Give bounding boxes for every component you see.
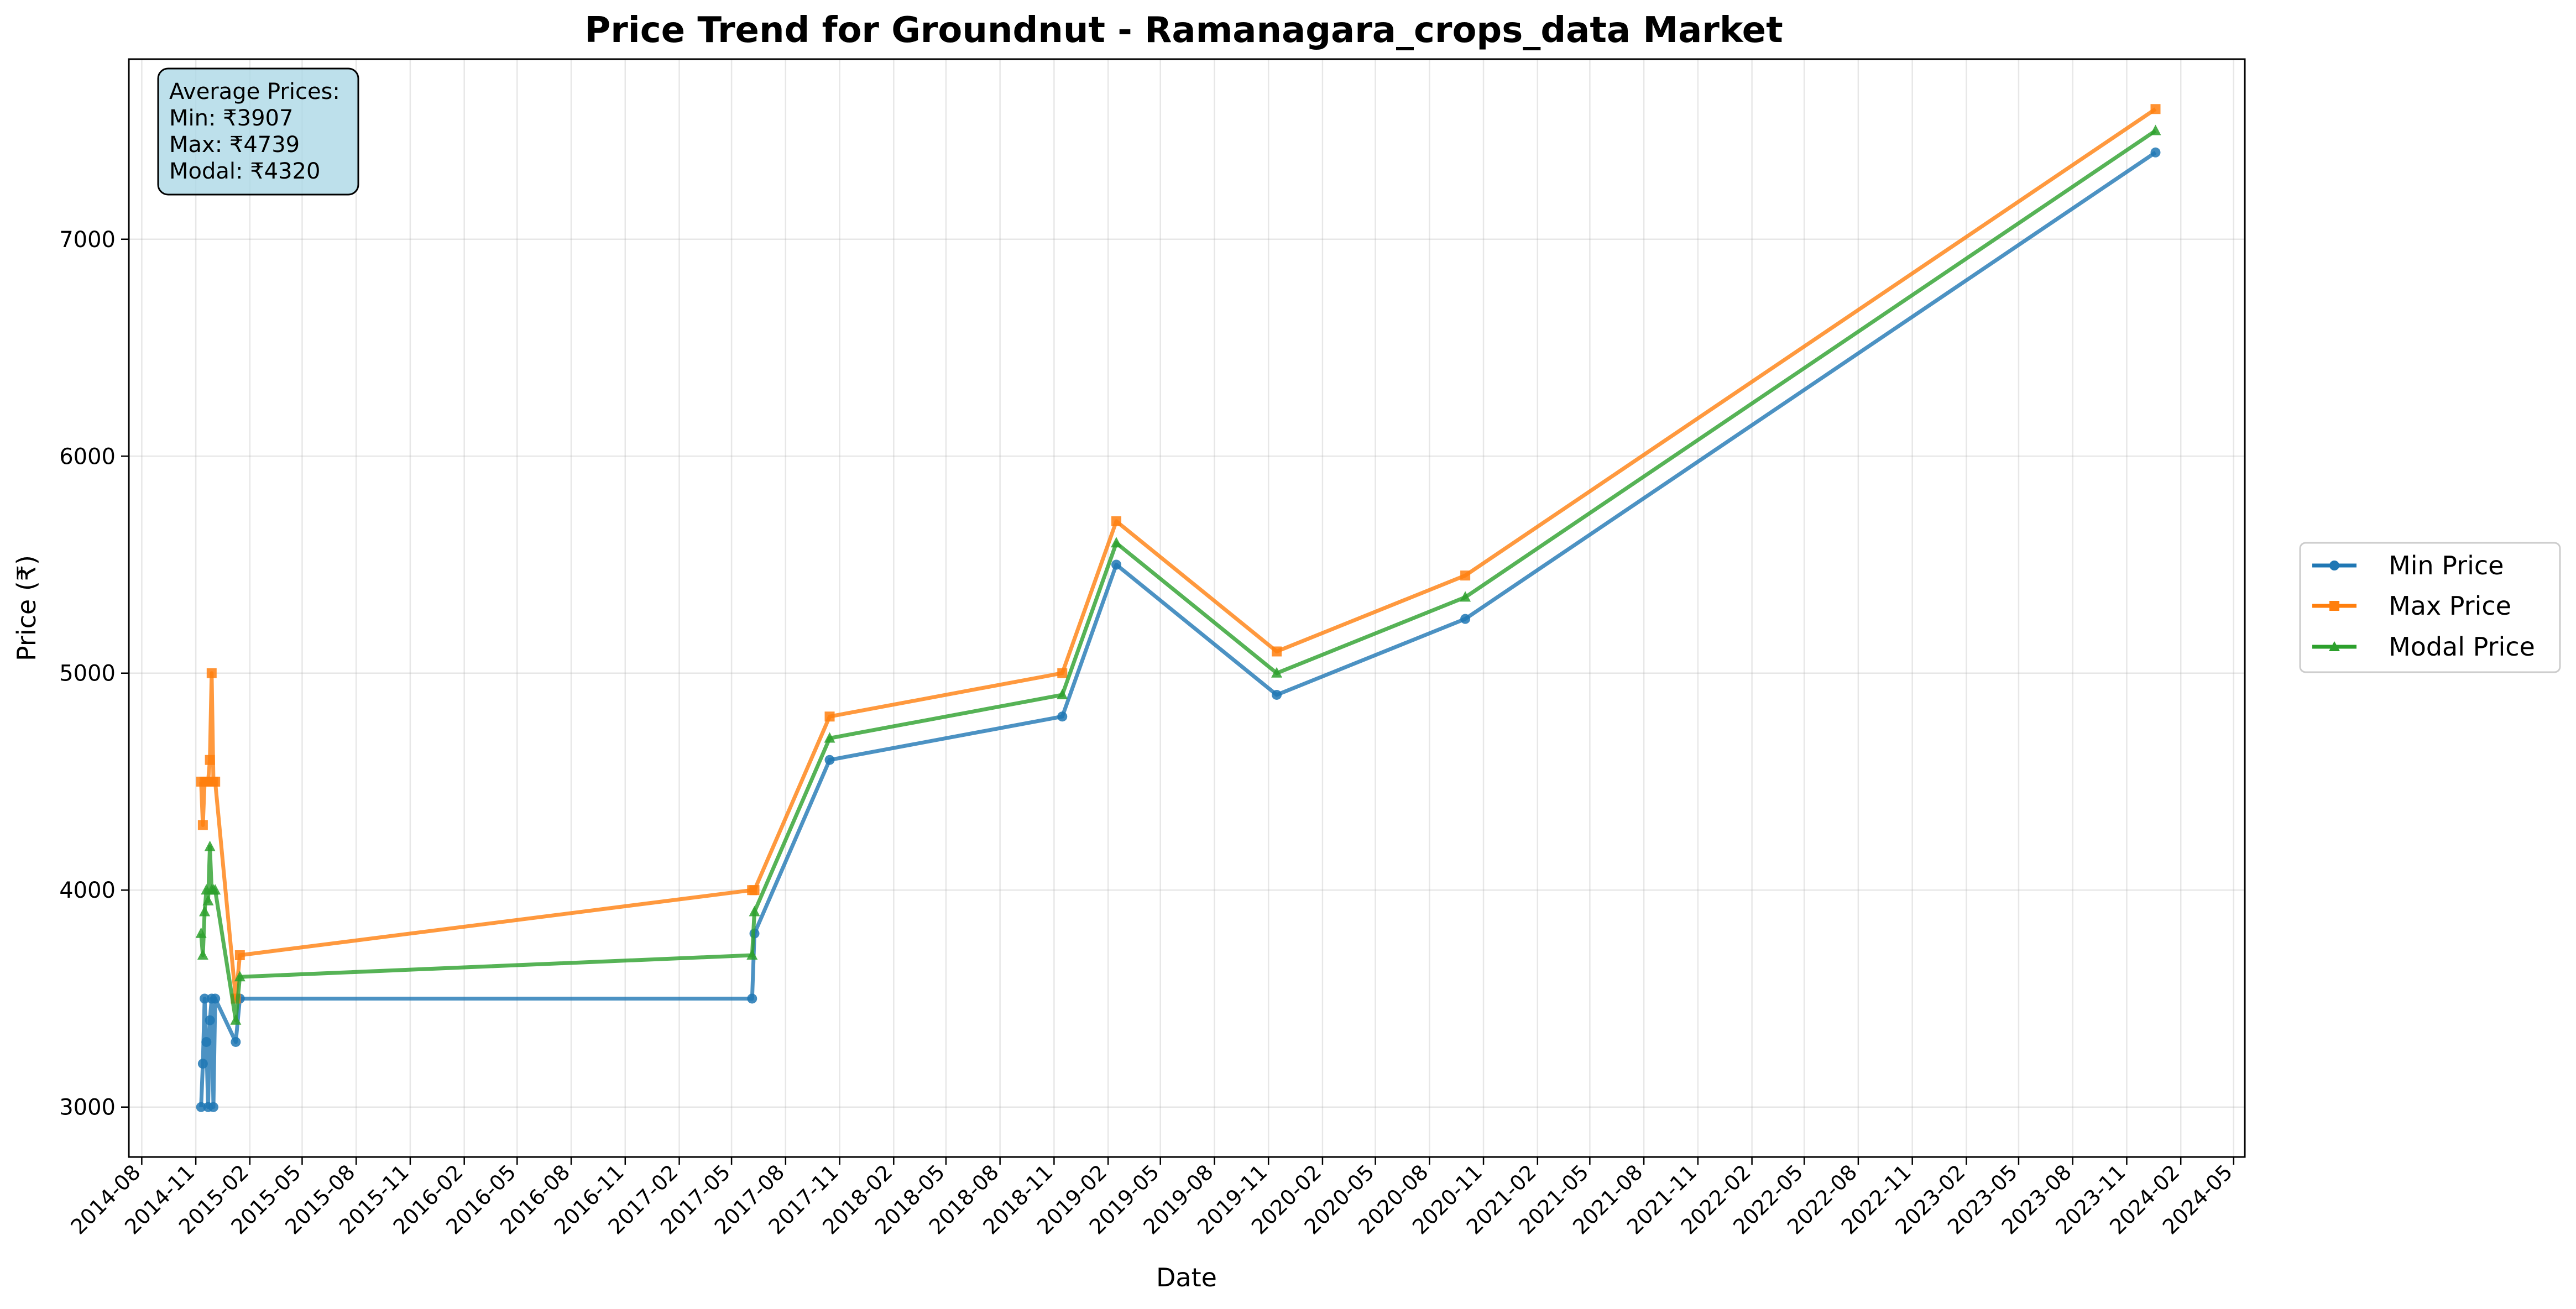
y-tick-label: 7000 <box>59 227 116 253</box>
data-point-max-price <box>205 755 215 765</box>
data-point-max-price <box>1111 516 1122 527</box>
data-point-min-price <box>196 1102 206 1112</box>
data-point-modal-price <box>824 732 835 743</box>
data-point-min-price <box>1057 711 1068 722</box>
series-layer <box>195 104 2161 1112</box>
data-point-min-price <box>1460 614 1471 624</box>
annotation-line: Average Prices: <box>169 79 340 104</box>
data-point-max-price <box>749 885 760 896</box>
data-point-max-price <box>2150 104 2161 114</box>
series-min-price <box>196 147 2161 1112</box>
chart-title: Price Trend for Groundnut - Ramanagara_c… <box>584 10 1783 51</box>
data-point-min-price <box>201 1036 212 1047</box>
y-tick-label: 5000 <box>59 661 116 687</box>
data-point-modal-price <box>230 1014 242 1025</box>
plot-frame <box>128 58 2246 1158</box>
data-point-modal-price <box>210 884 221 895</box>
legend-label: Modal Price <box>2389 632 2535 662</box>
data-point-modal-price <box>1057 688 1068 699</box>
data-point-max-price <box>824 711 835 722</box>
legend-item-max-price: Max Price <box>2312 591 2511 621</box>
data-point-min-price <box>205 1015 215 1025</box>
annotation-box <box>157 67 359 196</box>
data-point-min-price <box>747 993 757 1004</box>
data-point-max-price <box>1460 570 1471 581</box>
data-point-min-price <box>231 1036 241 1047</box>
data-point-modal-price <box>197 949 208 960</box>
y-tick-label: 6000 <box>59 444 116 469</box>
legend-frame <box>2299 542 2561 673</box>
data-point-modal-price <box>746 949 758 960</box>
legend-marker-circle <box>2329 561 2339 570</box>
legend-label: Max Price <box>2389 591 2511 621</box>
data-point-max-price <box>210 776 221 787</box>
legend: Min Price Max Price Modal Price <box>2299 542 2561 673</box>
grid-lines <box>129 59 2245 1157</box>
data-point-modal-price <box>1460 591 1471 602</box>
data-point-modal-price <box>199 905 211 917</box>
data-point-modal-price <box>1271 667 1283 678</box>
data-point-max-price <box>234 950 245 960</box>
data-point-modal-price <box>234 971 245 982</box>
data-point-min-price <box>2150 147 2161 158</box>
legend-marker-square <box>2329 601 2339 611</box>
data-point-modal-price <box>1111 537 1122 548</box>
data-point-max-price <box>1057 668 1068 678</box>
data-point-max-price <box>197 820 208 830</box>
data-point-min-price <box>197 1059 208 1069</box>
data-point-max-price <box>206 668 217 678</box>
data-point-min-price <box>208 1102 218 1112</box>
data-point-modal-price <box>2150 124 2161 135</box>
data-point-min-price <box>1111 559 1122 570</box>
legend-item-modal-price: Modal Price <box>2312 632 2535 662</box>
data-point-min-price <box>210 993 221 1004</box>
data-point-modal-price <box>195 927 207 938</box>
data-point-modal-price <box>749 905 760 917</box>
data-point-min-price <box>824 755 835 765</box>
y-axis-label: Price (₹) <box>12 555 41 661</box>
average-prices-annotation: Average Prices: Min: ₹3907 Max: ₹4739 Mo… <box>157 67 359 196</box>
x-axis-label: Date <box>1156 1263 1217 1292</box>
series-modal-price <box>195 124 2161 1025</box>
annotation-line: Modal: ₹4320 <box>169 159 320 184</box>
data-point-min-price <box>1272 689 1282 700</box>
legend-marker-triangle <box>2329 641 2340 651</box>
y-tick-label: 4000 <box>59 878 116 903</box>
legend-label: Min Price <box>2389 551 2504 580</box>
annotation-line: Min: ₹3907 <box>169 106 293 131</box>
data-point-min-price <box>200 993 210 1004</box>
y-tick-label: 3000 <box>59 1095 116 1120</box>
legend-item-min-price: Min Price <box>2312 551 2504 580</box>
data-point-modal-price <box>204 840 216 851</box>
y-axis-ticks: 3000 4000 5000 6000 7000 <box>59 227 129 1120</box>
data-point-modal-price <box>202 894 214 905</box>
data-point-max-price <box>1272 646 1282 657</box>
annotation-line: Max: ₹4739 <box>169 132 300 158</box>
